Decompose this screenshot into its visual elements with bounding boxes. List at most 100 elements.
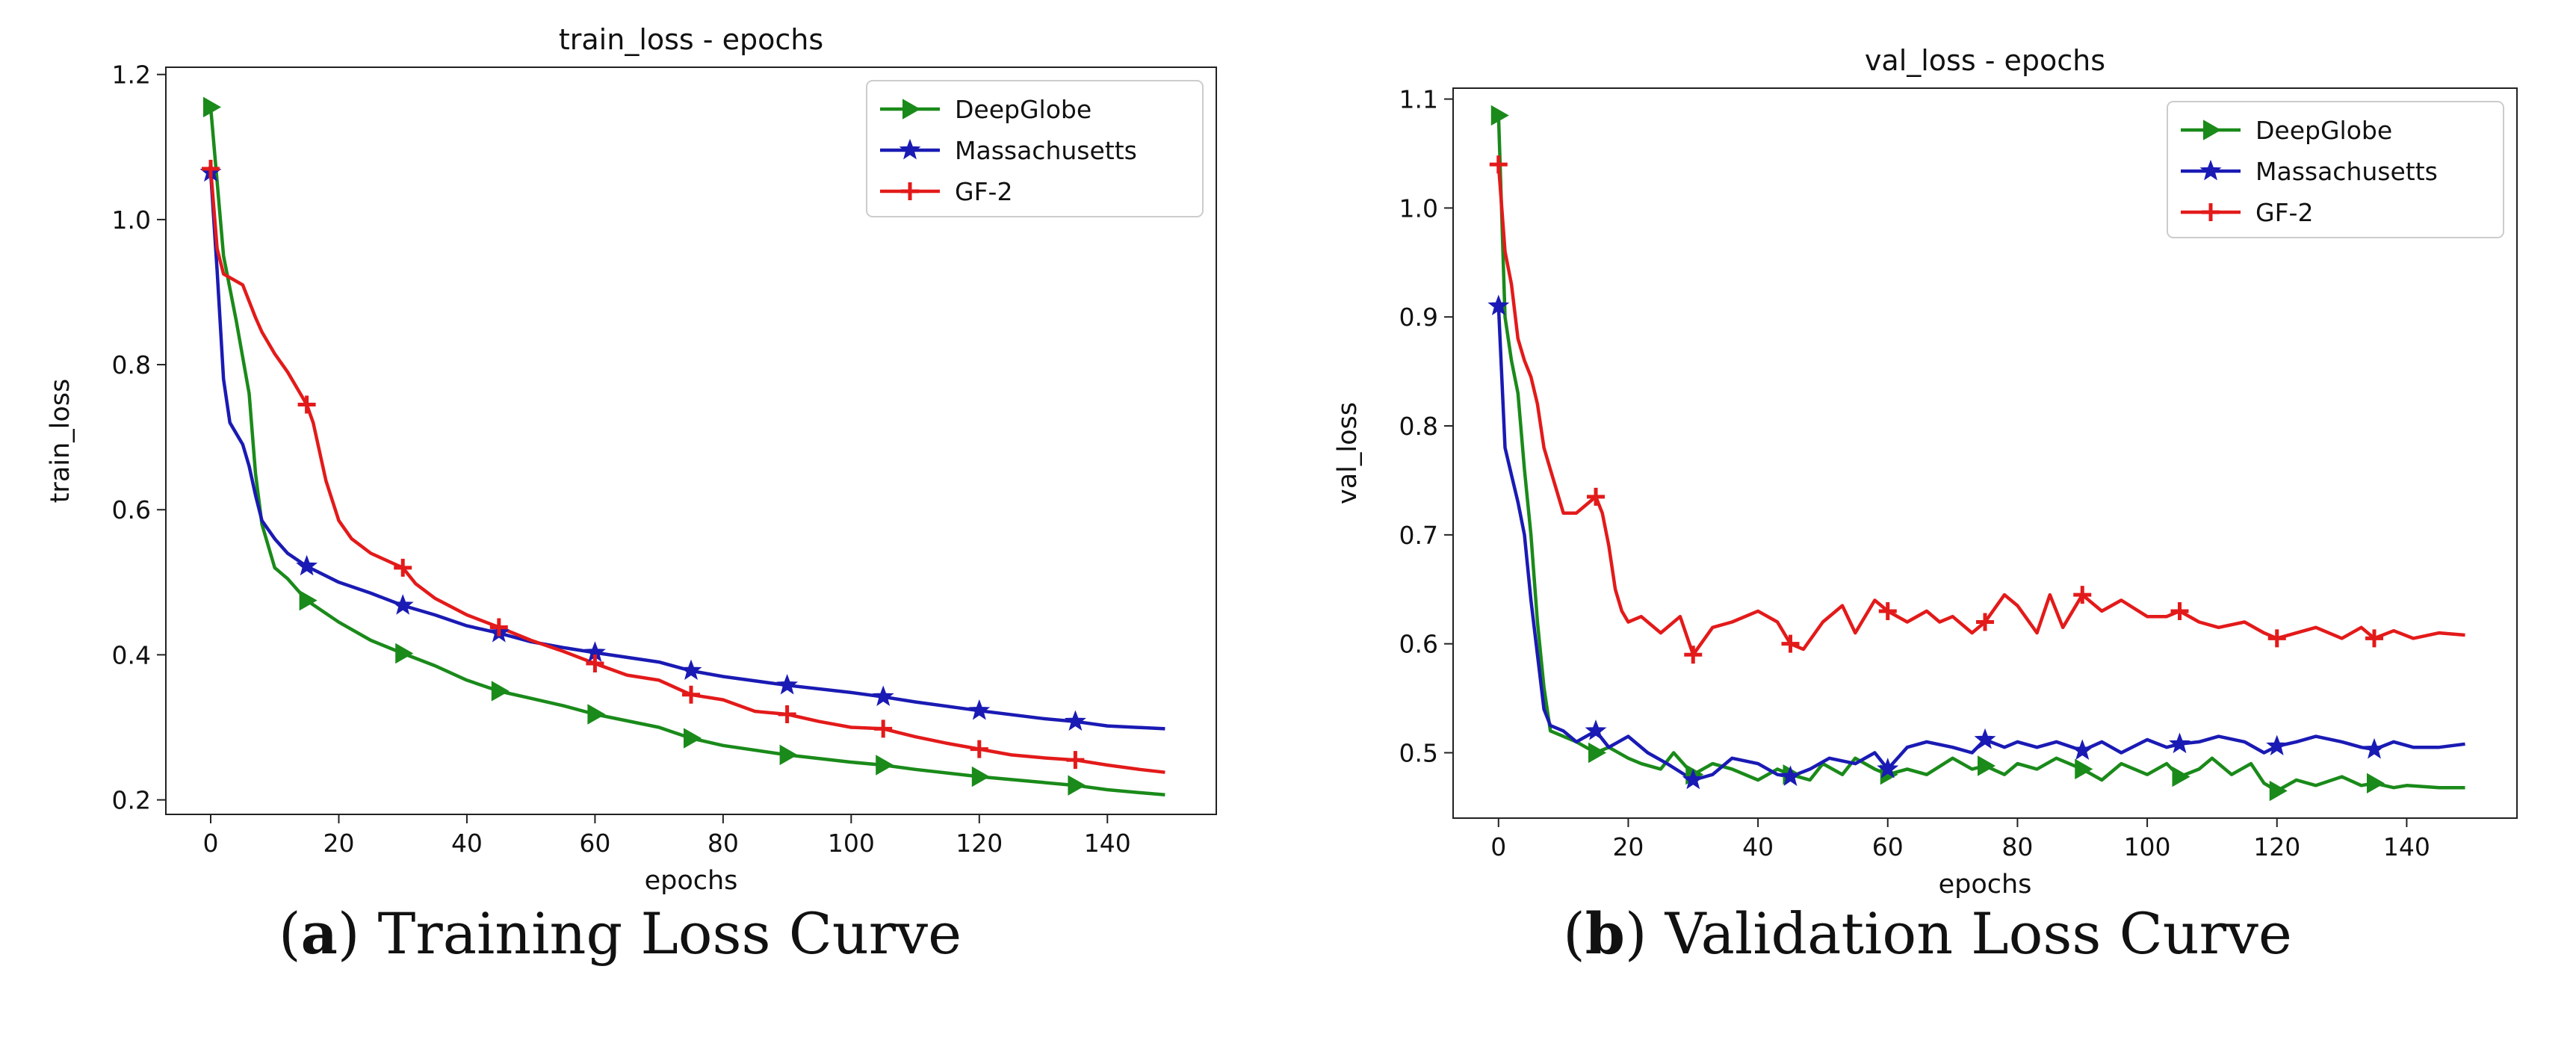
series-marker-massachusetts: [1877, 758, 1899, 779]
caption-validation-loss: (b) Validation Loss Curve: [1345, 900, 2510, 982]
series-marker-gf-2: [489, 618, 508, 637]
y-tick-label: 0.2: [112, 786, 151, 815]
caption-paren: (: [1563, 900, 1585, 967]
caption-paren: (: [278, 900, 301, 967]
series-marker-gf-2: [1781, 634, 1800, 653]
series-marker-gf-2: [1976, 613, 1994, 631]
series-marker-massachusetts: [968, 699, 991, 720]
series-marker-deepglobe: [203, 96, 222, 118]
x-tick-label: 100: [828, 829, 875, 858]
y-tick-label: 0.7: [1399, 521, 1438, 550]
x-tick-label: 60: [1872, 832, 1904, 861]
series-marker-massachusetts: [2169, 732, 2190, 754]
series-marker-deepglobe: [1978, 755, 1996, 776]
x-tick-label: 60: [579, 829, 610, 858]
x-tick-label: 40: [1742, 832, 1774, 861]
series-marker-gf-2: [1587, 487, 1606, 506]
series-marker-gf-2: [778, 705, 796, 724]
series-marker-gf-2: [2170, 601, 2189, 620]
series-marker-deepglobe: [1490, 105, 1509, 126]
y-tick-label: 0.8: [112, 350, 151, 380]
series-marker-massachusetts: [2266, 734, 2288, 756]
series-marker-gf-2: [297, 395, 316, 414]
legend-box: [866, 80, 1204, 217]
legend-label-deepglobe: DeepGlobe: [955, 95, 1092, 124]
series-marker-gf-2: [874, 719, 893, 738]
legend-marker-massachusetts: [899, 138, 921, 160]
legend-label-massachusetts: Massachusetts: [2255, 157, 2438, 186]
series-marker-gf-2: [394, 558, 412, 577]
chart-title: val_loss - epochs: [1865, 44, 2105, 77]
caption-text: ) Training Loss Curve: [337, 900, 962, 967]
x-tick-label: 0: [203, 829, 219, 858]
legend-marker-deepglobe: [2203, 120, 2222, 140]
plot-frame: [165, 66, 1217, 815]
legend-box: [2167, 101, 2504, 238]
series-marker-gf-2: [1489, 155, 1508, 174]
y-tick-label: 0.6: [112, 495, 151, 524]
train-loss-chart: train_loss - epochs 0 20 40 60 80 100 120 140 0.2…: [46, 23, 1217, 896]
series-marker-deepglobe: [1068, 775, 1086, 796]
x-tick-label: 100: [2124, 832, 2171, 861]
chart-title: train_loss - epochs: [559, 23, 823, 56]
x-tick-label: 120: [2253, 832, 2300, 861]
series-marker-gf-2: [586, 654, 604, 673]
y-axis-label: train_loss: [46, 379, 75, 504]
series-marker-gf-2: [1878, 601, 1897, 620]
series-marker-deepglobe: [491, 681, 510, 702]
caption-letter: b: [1585, 900, 1625, 967]
legend: DeepGlobe Massachusetts GF-2: [866, 80, 1204, 217]
series-marker-massachusetts: [680, 659, 702, 681]
caption-training-loss: (a) Training Loss Curve: [105, 900, 1136, 982]
series-marker-gf-2: [970, 740, 988, 758]
series-marker-massachusetts: [1487, 294, 1510, 315]
series-marker-gf-2: [2267, 629, 2286, 648]
legend-marker-deepglobe: [902, 99, 921, 120]
series-line-massachusetts: [208, 172, 1165, 731]
series-marker-deepglobe: [299, 589, 318, 611]
x-axis-label: epochs: [1939, 870, 2032, 900]
series-group: [199, 96, 1165, 797]
caption-letter: a: [300, 900, 338, 967]
plot-frame: [1452, 87, 2518, 819]
series-group: [1487, 105, 2465, 802]
series-marker-deepglobe: [2366, 773, 2385, 794]
y-tick-label: 1.1: [1399, 85, 1438, 114]
series-marker-deepglobe: [587, 704, 606, 725]
x-tick-label: 20: [323, 829, 354, 858]
x-tick-label: 140: [1084, 829, 1131, 858]
y-tick-label: 0.8: [1399, 412, 1438, 441]
series-marker-deepglobe: [1588, 742, 1607, 764]
x-tick-label: 0: [1490, 832, 1506, 861]
series-marker-massachusetts: [296, 554, 318, 576]
legend-label-gf-2: GF-2: [955, 177, 1012, 206]
series-marker-massachusetts: [872, 685, 894, 707]
series-marker-massachusetts: [391, 594, 414, 615]
series-marker-massachusetts: [1585, 719, 1607, 740]
series-marker-gf-2: [2365, 629, 2383, 648]
legend-label-gf-2: GF-2: [2255, 198, 2313, 227]
series-marker-gf-2: [202, 159, 220, 178]
x-tick-label: 80: [708, 829, 739, 858]
series-marker-massachusetts: [2363, 737, 2385, 759]
x-tick-label: 20: [1612, 832, 1644, 861]
legend-marker-gf-2: [2202, 203, 2220, 221]
series-marker-gf-2: [1066, 751, 1085, 770]
y-tick-label: 1.0: [1399, 194, 1438, 223]
y-tick-label: 0.5: [1399, 739, 1438, 768]
legend-marker-gf-2: [901, 182, 919, 200]
series-marker-gf-2: [682, 685, 700, 704]
legend-label-deepglobe: DeepGlobe: [2255, 116, 2392, 145]
series-marker-deepglobe: [971, 766, 990, 787]
x-tick-label: 80: [2001, 832, 2033, 861]
x-tick-label: 40: [451, 829, 483, 858]
y-tick-label: 1.2: [112, 61, 151, 90]
series-marker-deepglobe: [876, 755, 894, 776]
series-line-massachusetts: [1496, 306, 2465, 782]
series-marker-massachusetts: [2071, 739, 2093, 760]
series-marker-deepglobe: [395, 643, 414, 664]
series-marker-deepglobe: [684, 728, 702, 749]
series-marker-massachusetts: [1780, 765, 1801, 786]
x-axis-label: epochs: [645, 866, 738, 896]
